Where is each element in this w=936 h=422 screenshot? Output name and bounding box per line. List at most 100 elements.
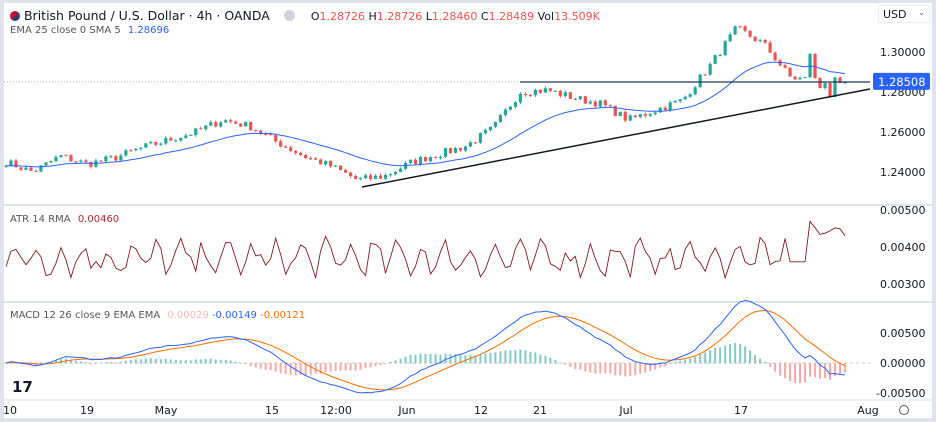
candle-body bbox=[713, 55, 717, 64]
time-tick-label: May bbox=[155, 404, 178, 417]
macd-histogram-bar bbox=[149, 358, 152, 364]
chart-legend: British Pound / U.S. Dollar · 4h · OANDA… bbox=[10, 8, 600, 23]
macd-histogram-bar bbox=[674, 362, 677, 364]
macd-histogram-bar bbox=[769, 363, 772, 368]
atr-label: ATR 14 RMA bbox=[10, 214, 71, 225]
candle-body bbox=[309, 158, 313, 160]
candle-body bbox=[184, 135, 188, 138]
collapse-icon[interactable] bbox=[283, 10, 295, 21]
macd-histogram-bar bbox=[709, 350, 712, 364]
macd-histogram-bar bbox=[474, 355, 477, 364]
candle-body bbox=[758, 39, 762, 41]
macd-histogram-bar bbox=[494, 352, 497, 364]
candle-body bbox=[478, 133, 483, 143]
candle-body bbox=[363, 175, 368, 179]
candle-body bbox=[29, 167, 33, 171]
macd-histogram-bar bbox=[419, 353, 422, 364]
macd-histogram-bar bbox=[599, 363, 602, 374]
candle-body bbox=[383, 174, 388, 179]
atr-tick-label: 0.00400 bbox=[880, 241, 926, 254]
macd-histogram-bar bbox=[574, 363, 577, 370]
macd-histogram-bar bbox=[74, 360, 77, 364]
candle-body bbox=[593, 101, 597, 107]
macd-histogram-bar bbox=[439, 354, 442, 364]
symbol-title[interactable]: British Pound / U.S. Dollar · 4h · OANDA bbox=[23, 8, 270, 23]
macd-label: MACD 12 26 close 9 EMA EMA bbox=[10, 310, 161, 321]
macd-histogram-bar bbox=[219, 359, 222, 364]
candle-body bbox=[568, 92, 572, 99]
atr-legend[interactable]: ATR 14 RMA 0.00460 bbox=[10, 214, 119, 225]
price-tick-label: 1.26000 bbox=[880, 126, 926, 139]
candles bbox=[4, 25, 847, 181]
macd-histogram-bar bbox=[164, 358, 167, 364]
macd-tick-label: 0.00000 bbox=[880, 357, 926, 370]
macd-histogram-bar bbox=[514, 350, 517, 364]
macd-histogram-bar bbox=[764, 361, 767, 364]
candle-body bbox=[114, 156, 118, 161]
macd-histogram-bar bbox=[814, 363, 817, 378]
macd-histogram-bar bbox=[584, 363, 587, 372]
candle-body bbox=[588, 101, 592, 104]
macd-histogram-bar bbox=[609, 363, 612, 374]
time-tick-label: 17 bbox=[734, 404, 748, 417]
macd-histogram-bar bbox=[564, 363, 567, 365]
candle-body bbox=[164, 138, 168, 144]
macd-histogram-bar bbox=[289, 363, 292, 375]
candle-body bbox=[838, 77, 842, 83]
candle-body bbox=[623, 111, 627, 121]
macd-histogram-bar bbox=[279, 363, 282, 374]
price-tick-label: 1.24000 bbox=[880, 166, 926, 179]
candle-body bbox=[528, 95, 532, 97]
time-tick-label: 12:00 bbox=[320, 404, 352, 417]
macd-histogram-bar bbox=[504, 350, 507, 364]
macd-histogram-bar bbox=[544, 355, 547, 364]
candle-body bbox=[823, 82, 827, 88]
candle-body bbox=[748, 30, 752, 37]
candle-body bbox=[14, 160, 18, 168]
candle-body bbox=[498, 115, 503, 122]
macd-histogram-bar bbox=[304, 363, 307, 376]
macd-histogram-bar bbox=[639, 363, 642, 374]
candle-body bbox=[4, 165, 8, 167]
candle-body bbox=[334, 165, 338, 167]
macd-histogram-bar bbox=[594, 363, 597, 374]
macd-histogram-bar bbox=[99, 363, 102, 364]
candle-body bbox=[254, 130, 258, 132]
macd-histogram-bar bbox=[274, 363, 277, 372]
candle-body bbox=[259, 130, 263, 134]
macd-histogram-bar bbox=[549, 357, 552, 364]
ema-legend[interactable]: EMA 25 close 0 SMA 5 1.28696 bbox=[10, 25, 169, 36]
candle-body bbox=[398, 168, 403, 172]
macd-value: -0.00149 bbox=[211, 310, 257, 321]
macd-histogram-bar bbox=[529, 351, 532, 364]
macd-histogram-bar bbox=[724, 345, 727, 364]
candle-body bbox=[234, 121, 238, 124]
candle-body bbox=[553, 90, 557, 92]
macd-histogram-bar bbox=[199, 359, 202, 364]
settings-icon[interactable] bbox=[899, 405, 909, 415]
macd-legend[interactable]: MACD 12 26 close 9 EMA EMA 0.00029 -0.00… bbox=[10, 310, 305, 321]
macd-histogram-bar bbox=[399, 358, 402, 364]
macd-histogram-bar bbox=[44, 362, 47, 364]
macd-histogram-bar bbox=[579, 363, 582, 370]
macd-histogram-bar bbox=[249, 363, 252, 366]
macd-histogram-bar bbox=[354, 363, 357, 371]
candle-body bbox=[833, 77, 837, 97]
candle-body bbox=[738, 26, 742, 28]
candle-body bbox=[468, 142, 473, 147]
atr-value: 0.00460 bbox=[77, 214, 120, 225]
macd-histogram-bar bbox=[174, 360, 177, 364]
macd-histogram-bar bbox=[299, 363, 302, 376]
candle-body bbox=[294, 150, 298, 153]
currency-select[interactable]: USD ⌄ bbox=[878, 5, 930, 23]
macd-tick-label: -0.00500 bbox=[876, 387, 925, 400]
macd-histogram-bar bbox=[339, 363, 342, 371]
candle-body bbox=[783, 65, 787, 68]
candle-body bbox=[798, 77, 802, 80]
tradingview-logo: 17 bbox=[12, 378, 33, 396]
candle-body bbox=[743, 26, 747, 31]
time-tick-label: Jun bbox=[397, 404, 415, 417]
candle-body bbox=[329, 160, 333, 167]
candle-body bbox=[39, 165, 43, 172]
